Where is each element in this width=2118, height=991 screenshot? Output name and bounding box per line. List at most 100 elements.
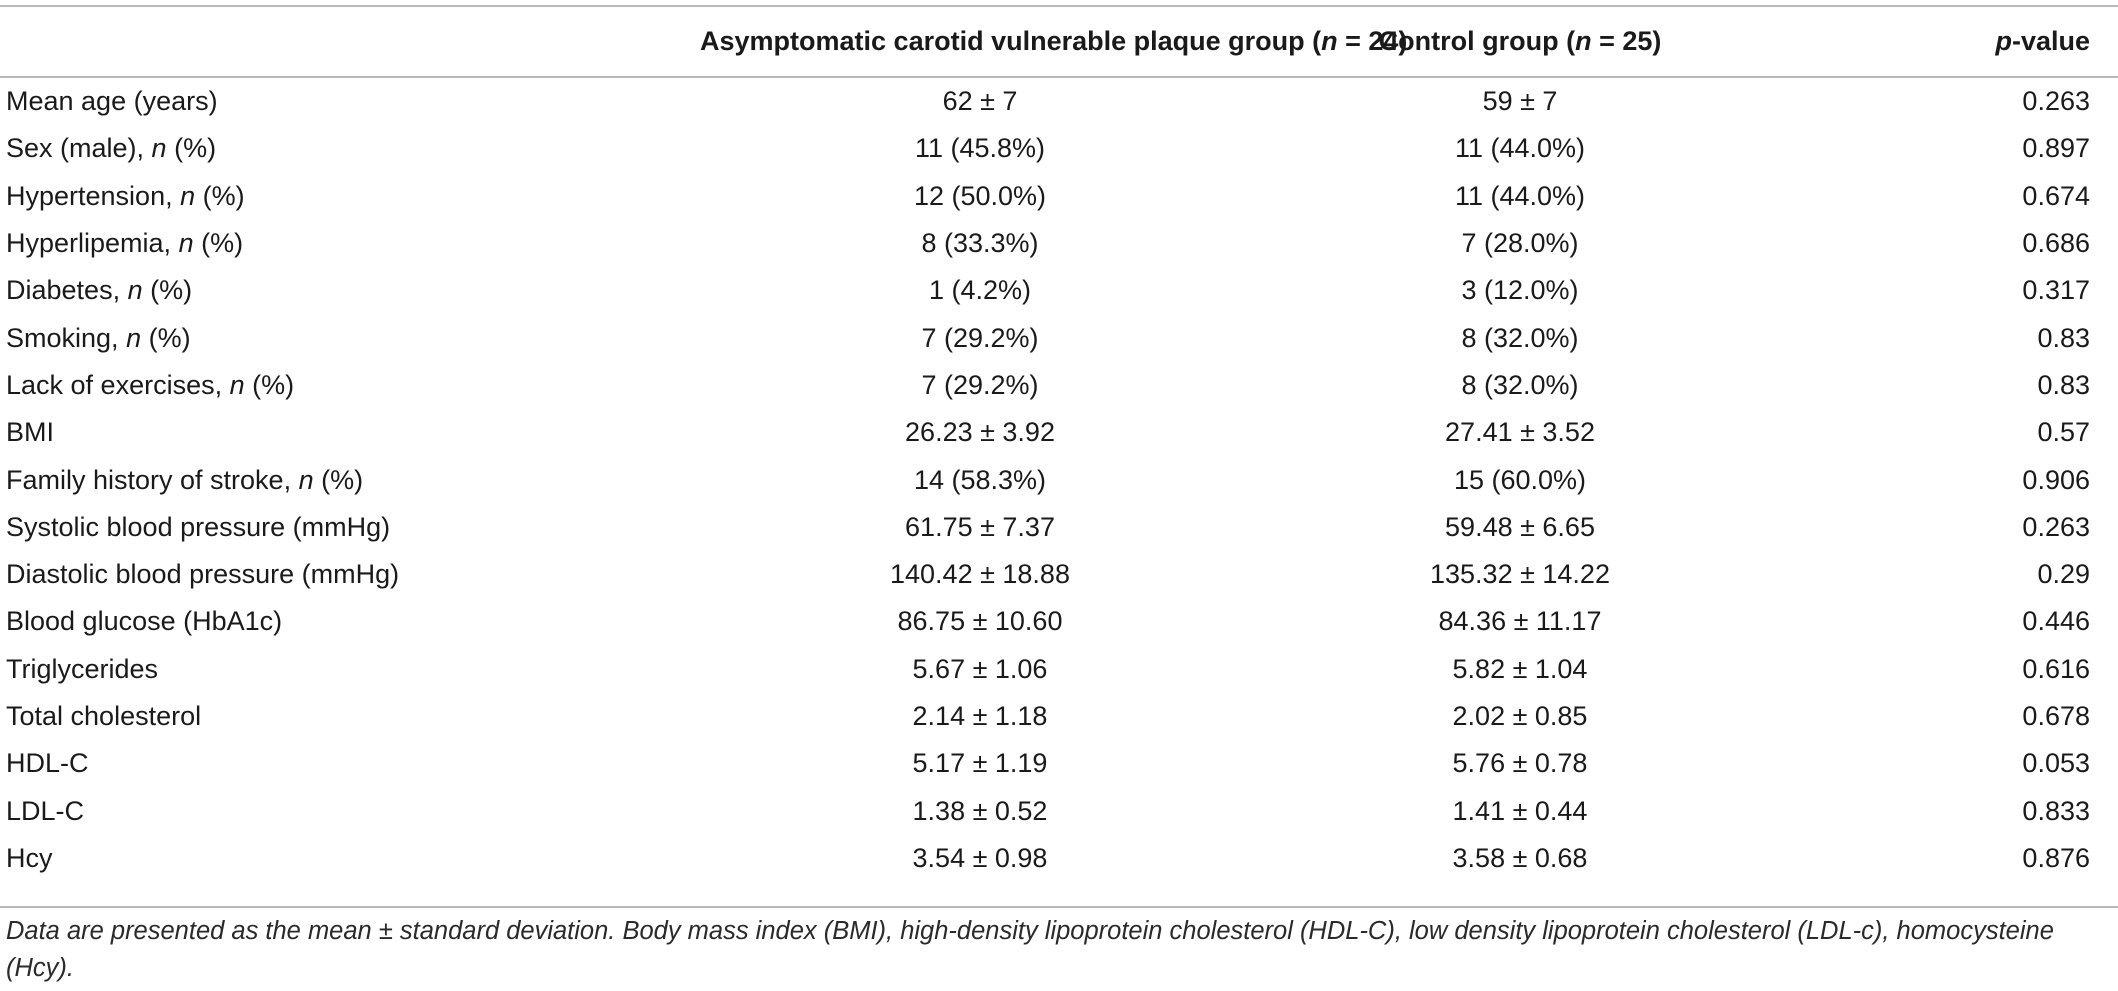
- header-group-n: n: [1321, 26, 1338, 56]
- group-value-cell: 14 (58.3%): [913, 464, 1047, 495]
- p-value-cell: 0.83: [2037, 322, 2090, 353]
- header-rule: [0, 76, 2118, 78]
- table-row: Sex (male), n (%) 11 (45.8%) 11 (44.0%) 0.8…: [0, 125, 2118, 172]
- row-label-suffix: (%): [141, 322, 191, 353]
- row-label-text: Total cholesterol: [6, 701, 202, 731]
- row-label: Diabetes, n (%): [0, 267, 700, 314]
- p-value-cell: 0.616: [2022, 653, 2090, 684]
- table-row: Mean age (years) 62 ± 7 59 ± 7 0.263: [0, 76, 2118, 125]
- top-rule: [0, 5, 2118, 7]
- group-value-cell: 61.75 ± 7.37: [905, 511, 1055, 542]
- p-value-cell: 0.674: [2022, 180, 2090, 211]
- control-value-cell: 59 ± 7: [1482, 86, 1558, 117]
- row-label-suffix: (%): [244, 369, 295, 400]
- p-value-cell: 0.57: [2037, 417, 2090, 448]
- control-value-cell: 84.36 ± 11.17: [1438, 606, 1602, 637]
- row-label-suffix: (%): [195, 180, 245, 211]
- row-label-suffix: (%): [193, 228, 244, 259]
- group-value-cell: 11 (45.8%): [914, 133, 1046, 164]
- p-value-cell: 0.29: [2037, 559, 2090, 590]
- p-value-cell: 0.83: [2037, 369, 2090, 400]
- table-row: Family history of stroke, n (%) 14 (58.3%…: [0, 456, 2118, 503]
- table-row: Hcy 3.54 ± 0.98 3.58 ± 0.68 0.876: [0, 835, 2118, 882]
- p-value-cell: 0.686: [2022, 228, 2090, 259]
- table-row: Hyperlipemia, n (%) 8 (33.3%) 7 (28.0%) 0.6…: [0, 220, 2118, 267]
- control-value-cell: 8 (32.0%): [1461, 369, 1579, 400]
- control-value-cell: 8 (32.0%): [1461, 322, 1579, 353]
- control-value-cell: 1.41 ± 0.44: [1452, 795, 1588, 826]
- row-label-text: Blood glucose (HbA1c): [6, 606, 283, 637]
- group-value-cell: 7 (29.2%): [921, 369, 1039, 400]
- row-label: Smoking, n (%): [0, 314, 700, 361]
- table-row: Total cholesterol 2.14 ± 1.18 2.02 ± 0.85 0…: [0, 693, 2118, 740]
- row-label: HDL-C: [0, 740, 700, 787]
- row-label-suffix: (%): [142, 275, 193, 306]
- group-value-cell: 5.17 ± 1.19: [912, 748, 1048, 779]
- group-value-cell: 62 ± 7: [942, 86, 1018, 117]
- row-label-text: Family history of stroke,: [6, 464, 299, 495]
- control-value-cell: 135.32 ± 14.22: [1430, 559, 1610, 590]
- row-label: Systolic blood pressure (mmHg): [0, 504, 700, 551]
- table-row: BMI 26.23 ± 3.92 27.41 ± 3.52 0.57: [0, 409, 2118, 456]
- control-value-cell: 5.76 ± 0.78: [1452, 748, 1588, 779]
- control-value-cell: 11 (44.0%): [1454, 180, 1586, 211]
- row-label: BMI: [0, 409, 700, 456]
- row-label: Blood glucose (HbA1c): [0, 598, 700, 645]
- row-label-text: HDL-C: [6, 748, 89, 779]
- row-label-text: BMI: [6, 417, 55, 448]
- row-label: Triglycerides: [0, 646, 700, 693]
- table-row: Triglycerides 5.67 ± 1.06 5.82 ± 1.04 0.616: [0, 646, 2118, 693]
- row-label-text: Smoking,: [6, 322, 127, 353]
- table-row: Systolic blood pressure (mmHg) 61.75 ± 7.…: [0, 504, 2118, 551]
- header-row: Asymptomatic carotid vulnerable plaque g…: [0, 7, 2118, 76]
- row-label-text: Sex (male),: [6, 133, 152, 164]
- group-value-cell: 86.75 ± 10.60: [897, 606, 1063, 637]
- table-header: Asymptomatic carotid vulnerable plaque g…: [0, 7, 2118, 76]
- group-value-cell: 12 (50.0%): [913, 180, 1047, 211]
- group-value-cell: 5.67 ± 1.06: [912, 653, 1048, 684]
- row-label-text: LDL-C: [6, 795, 85, 826]
- row-label-n: n: [178, 228, 194, 259]
- group-value-cell: 7 (29.2%): [921, 322, 1039, 353]
- row-label: Mean age (years): [0, 76, 700, 125]
- group-value-cell: 26.23 ± 3.92: [905, 417, 1055, 448]
- p-value-cell: 0.906: [2022, 464, 2090, 495]
- group-value-cell: 8 (33.3%): [921, 228, 1039, 259]
- row-label-text: Systolic blood pressure (mmHg): [6, 511, 391, 542]
- header-vulnerable-plaque-group: Asymptomatic carotid vulnerable plaque g…: [700, 7, 1407, 76]
- header-group-text: Asymptomatic carotid vulnerable plaque g…: [700, 26, 1322, 56]
- p-value-cell: 0.263: [2022, 86, 2090, 117]
- group-value-cell: 2.14 ± 1.18: [912, 701, 1048, 731]
- row-label-text: Lack of exercises,: [6, 369, 230, 400]
- bottom-rule: [0, 906, 2118, 908]
- table-footnote: Data are presented as the mean ± standar…: [6, 917, 2054, 982]
- control-value-cell: 5.82 ± 1.04: [1452, 653, 1588, 684]
- p-value-cell: 0.876: [2022, 842, 2090, 873]
- p-value-cell: 0.833: [2022, 795, 2090, 826]
- row-label-n: n: [229, 369, 245, 400]
- p-value-cell: 0.446: [2022, 606, 2090, 637]
- control-value-cell: 59.48 ± 6.65: [1445, 511, 1595, 542]
- header-group-count: = 24): [1337, 26, 1408, 56]
- row-label: Sex (male), n (%): [0, 125, 700, 172]
- row-label-suffix: (%): [166, 133, 217, 164]
- table-row: Diabetes, n (%) 1 (4.2%) 3 (12.0%) 0.317: [0, 267, 2118, 314]
- row-label: Total cholesterol: [0, 693, 700, 740]
- row-label-n: n: [298, 464, 314, 495]
- row-label-n: n: [180, 180, 196, 211]
- row-label-text: Diabetes,: [6, 275, 128, 306]
- row-label: Hcy: [0, 835, 700, 882]
- row-label-suffix: (%): [313, 464, 364, 495]
- group-value-cell: 1 (4.2%): [928, 275, 1032, 306]
- row-label: Lack of exercises, n (%): [0, 362, 700, 409]
- row-label-text: Hypertension,: [6, 180, 181, 211]
- row-label: Hyperlipemia, n (%): [0, 220, 700, 267]
- control-value-cell: 2.02 ± 0.85: [1452, 701, 1588, 731]
- table-row: Hypertension, n (%) 12 (50.0%) 11 (44.0%) 0…: [0, 173, 2118, 220]
- table-body: Mean age (years) 62 ± 7 59 ± 7 0.263 Sex (ma…: [0, 76, 2118, 882]
- group-value-cell: 140.42 ± 18.88: [890, 559, 1070, 590]
- p-value-cell: 0.263: [2022, 511, 2090, 542]
- row-label-n: n: [126, 322, 142, 353]
- row-label: LDL-C: [0, 787, 700, 834]
